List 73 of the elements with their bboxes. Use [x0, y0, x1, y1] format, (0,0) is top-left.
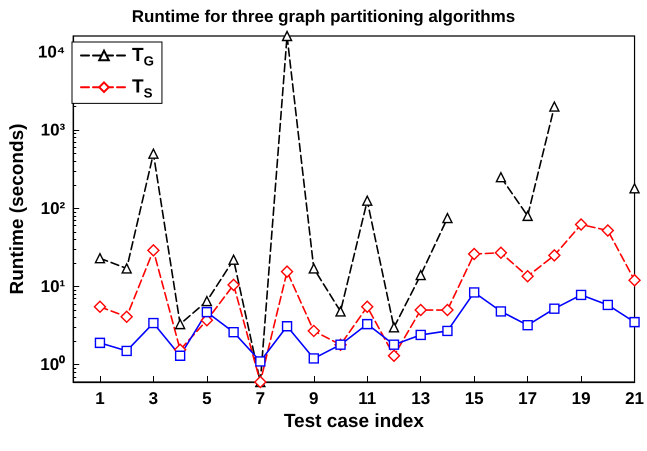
- y-tick-label: 10¹: [40, 276, 66, 296]
- point: [548, 249, 561, 262]
- point: [121, 346, 132, 356]
- chart-title: Runtime for three graph partitioning algorithms: [132, 7, 516, 26]
- point: [521, 270, 534, 282]
- point: [442, 326, 453, 336]
- point: [280, 265, 294, 278]
- x-tick-label: 5: [202, 389, 212, 408]
- point: [388, 340, 400, 350]
- x-tick-label: 7: [256, 389, 266, 408]
- y-tick-label: 10²: [40, 198, 66, 218]
- point: [522, 320, 533, 330]
- point: [496, 306, 506, 317]
- point: [549, 101, 560, 112]
- point: [629, 183, 640, 194]
- point: [202, 296, 212, 306]
- y-tick-label: 10⁰: [40, 355, 66, 374]
- x-tick-label: 1: [95, 389, 105, 408]
- point: [308, 263, 319, 274]
- y-tick-label: 10⁴: [38, 42, 66, 62]
- x-tick-label: 9: [309, 389, 319, 408]
- x-tick-label: 13: [411, 389, 430, 408]
- point: [362, 318, 372, 330]
- point: [414, 304, 427, 316]
- x-axis-title: Test case index: [284, 411, 424, 432]
- point: [148, 148, 159, 159]
- point: [120, 310, 133, 323]
- point: [629, 316, 640, 328]
- y-tick-label: 10³: [40, 120, 66, 140]
- x-tick-label: 11: [358, 389, 376, 408]
- point: [549, 303, 560, 314]
- point: [94, 338, 106, 348]
- point: [522, 210, 533, 222]
- point: [282, 321, 292, 332]
- point: [574, 218, 588, 231]
- x-tick-label: 19: [572, 389, 591, 408]
- point: [468, 287, 480, 298]
- x-tick-label: 17: [518, 389, 538, 408]
- point: [441, 304, 454, 316]
- point: [361, 300, 374, 313]
- point: [282, 30, 292, 42]
- point: [362, 196, 372, 206]
- point: [416, 270, 426, 280]
- point: [202, 306, 212, 318]
- point: [308, 324, 320, 338]
- point: [494, 246, 508, 259]
- point: [576, 290, 586, 300]
- point: [227, 278, 240, 292]
- point: [228, 254, 239, 265]
- x-tick-label: 21: [625, 389, 644, 408]
- point: [602, 300, 614, 310]
- point: [174, 318, 186, 330]
- point: [255, 356, 266, 367]
- point: [228, 327, 239, 338]
- x-tick-label: 3: [148, 389, 158, 408]
- point: [602, 224, 614, 237]
- point: [628, 274, 641, 286]
- point: [496, 172, 506, 182]
- y-axis-title: Runtime (seconds): [7, 123, 28, 295]
- point: [121, 263, 132, 274]
- point: [468, 248, 480, 260]
- point: [388, 350, 400, 362]
- point: [94, 300, 106, 313]
- point: [335, 306, 346, 317]
- point: [388, 322, 400, 333]
- point: [147, 244, 160, 257]
- point: [442, 212, 453, 224]
- point: [94, 253, 106, 264]
- point: [174, 350, 186, 361]
- x-tick-label: 15: [464, 389, 484, 408]
- point: [148, 318, 159, 328]
- point: [308, 353, 319, 364]
- point: [416, 330, 426, 340]
